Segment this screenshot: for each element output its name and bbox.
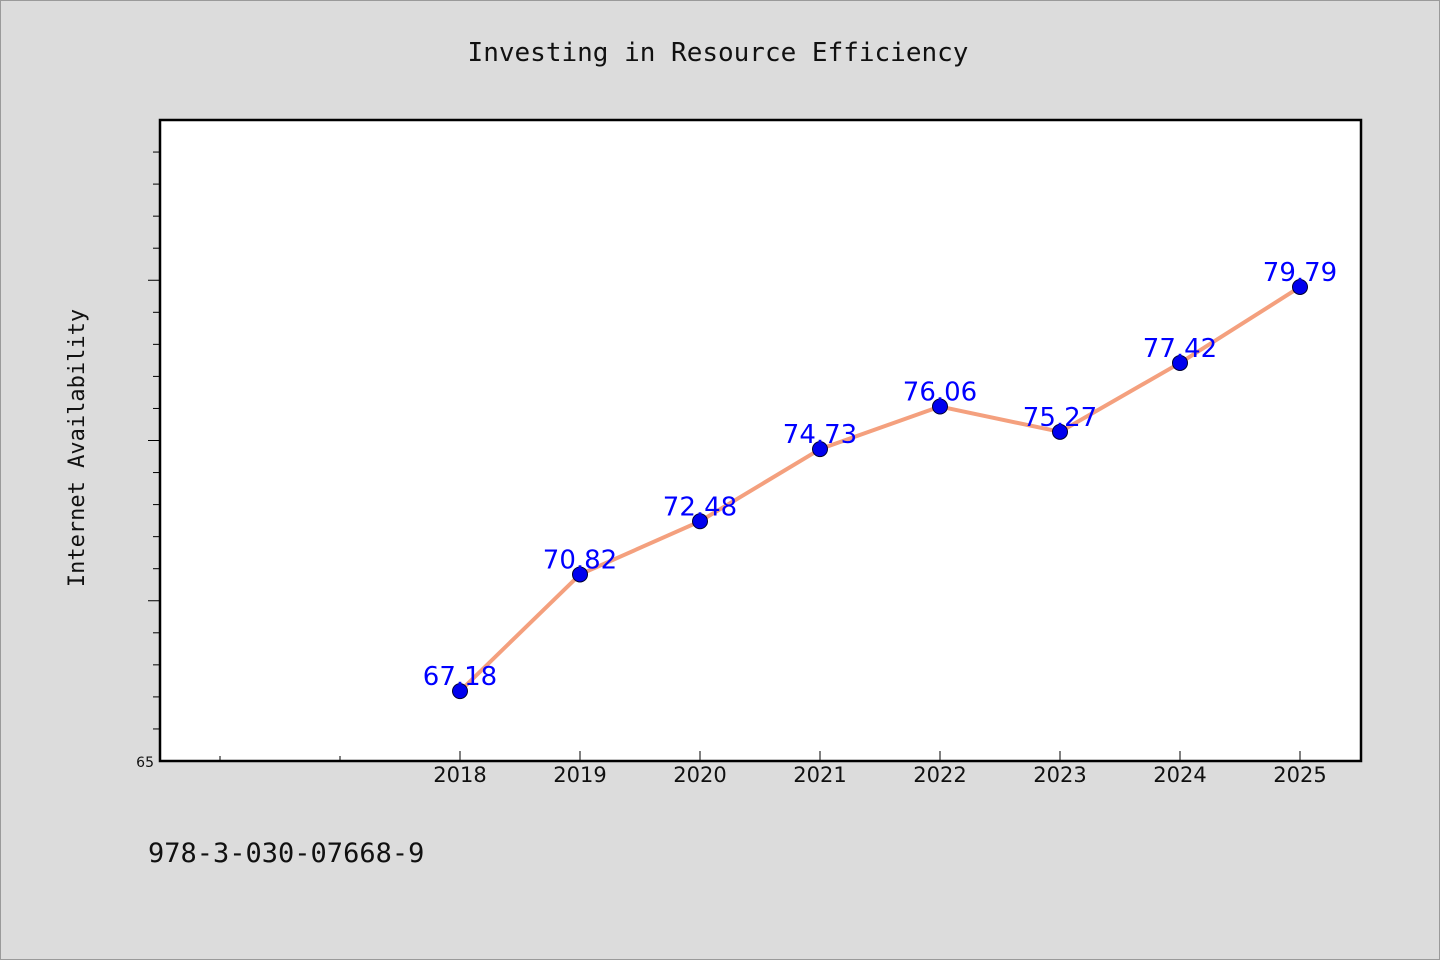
- data-label: 79.79: [1263, 258, 1337, 288]
- series-line-segment: [818, 404, 942, 452]
- y-axis-ticks: [148, 151, 160, 730]
- x-tick-label: 2018: [433, 763, 486, 787]
- data-label: 72.48: [663, 492, 737, 522]
- data-label: 75.27: [1023, 403, 1097, 433]
- x-tick-label: 2020: [673, 763, 726, 787]
- data-point: [452, 683, 468, 700]
- series-line-segment: [578, 519, 702, 577]
- x-axis-ticks: [219, 751, 1301, 761]
- series-line-segment: [698, 447, 822, 524]
- series-line-segment: [938, 404, 1062, 434]
- y-axis-tick-labels: 65: [136, 755, 154, 771]
- data-point: [1292, 278, 1308, 295]
- series-line-segment: [1178, 284, 1302, 365]
- x-axis-tick-labels: 2018 2019 2020 2021 2022 2023 2024 2025: [433, 763, 1326, 787]
- data-label: 74.73: [783, 420, 857, 450]
- plot-area: [158, 118, 1363, 763]
- data-label: 67.18: [423, 662, 497, 692]
- chart-title: Investing in Resource Efficiency: [468, 38, 969, 68]
- data-labels: 67.18 70.82 72.48 74.73 76.06 75.27 77.42 79.79: [423, 258, 1337, 692]
- data-point: [812, 441, 828, 458]
- x-tick-label: 2019: [553, 763, 606, 787]
- x-tick-label: 2023: [1033, 763, 1086, 787]
- data-point: [1172, 354, 1188, 371]
- x-tick-label: 2024: [1153, 763, 1206, 787]
- data-label: 76.06: [903, 378, 977, 408]
- data-label: 70.82: [543, 545, 617, 575]
- data-point: [572, 566, 588, 583]
- x-tick-label: 2021: [793, 763, 846, 787]
- isbn-footer: 978-3-030-07668-9: [148, 838, 424, 869]
- y-axis-label: Internet Availability: [65, 309, 90, 587]
- data-markers: [452, 278, 1308, 700]
- y-tick-label: 65: [136, 755, 154, 771]
- data-point: [932, 398, 948, 415]
- series-line-segment: [458, 572, 582, 694]
- data-point: [692, 513, 708, 530]
- data-point: [1052, 423, 1068, 440]
- data-label: 77.42: [1143, 334, 1217, 364]
- x-tick-label: 2025: [1273, 763, 1326, 787]
- series-line-segment: [1058, 360, 1182, 434]
- series-line-group: [458, 284, 1302, 694]
- x-tick-label: 2022: [913, 763, 966, 787]
